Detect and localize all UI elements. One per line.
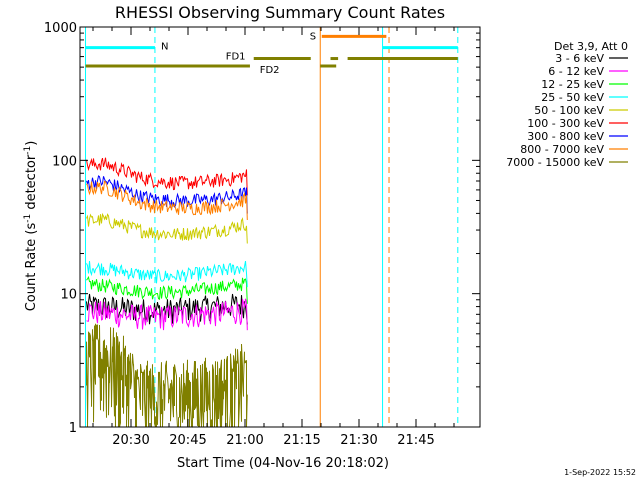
y-axis-title: Count Rate (s-1 detector-1)	[23, 141, 39, 312]
flag-label: N	[161, 42, 168, 53]
legend-title: Det 3,9, Att 0	[554, 40, 628, 53]
y-axis-title-sup: -1	[23, 146, 33, 155]
x-tick-label: 21:15	[283, 433, 320, 448]
y-tick-label: 1	[69, 421, 77, 436]
y-axis-title-part: detector	[24, 154, 39, 214]
flag-bars: N S FD1 FD2	[85, 31, 458, 76]
flag-label: FD1	[226, 52, 246, 63]
series-line	[86, 180, 248, 221]
series-line	[86, 260, 248, 288]
chart-title: RHESSI Observing Summary Count Rates	[115, 3, 445, 22]
series-line	[86, 275, 248, 304]
x-tick-label: 20:45	[169, 433, 206, 448]
x-axis: 20:30 20:45 21:00 21:15 21:30 21:45	[92, 27, 455, 448]
series-line	[86, 212, 248, 244]
series-line	[86, 157, 248, 196]
y-tick-label: 100	[52, 154, 77, 169]
legend-label: 6 - 12 keV	[548, 65, 604, 78]
y-axis-title-sup: -1	[23, 214, 33, 223]
legend-label: 12 - 25 keV	[541, 78, 604, 91]
legend-label: 800 - 7000 keV	[520, 143, 604, 156]
vertical-markers	[85, 27, 459, 427]
y-axis-title-part: Count Rate (s	[24, 223, 39, 312]
legend-label: 3 - 6 keV	[555, 52, 604, 65]
x-tick-label: 21:00	[226, 433, 263, 448]
series-line	[86, 293, 248, 325]
legend-label: 100 - 300 keV	[527, 117, 604, 130]
x-tick-label: 21:30	[340, 433, 377, 448]
plot-frame	[79, 26, 481, 428]
x-axis-title: Start Time (04-Nov-16 20:18:02)	[177, 456, 389, 471]
series-line	[86, 298, 248, 331]
series-line	[86, 323, 248, 428]
flag-label: S	[310, 31, 316, 42]
legend-label: 25 - 50 keV	[541, 91, 604, 104]
x-tick-label: 21:45	[397, 433, 434, 448]
legend-label: 300 - 800 keV	[527, 130, 604, 143]
y-axis: 1 10 100 1000	[44, 21, 480, 436]
flag-label: FD2	[260, 65, 280, 76]
series-line	[86, 175, 248, 214]
y-tick-label: 10	[60, 288, 77, 303]
y-axis-title-part: )	[24, 141, 39, 146]
x-tick-label: 20:30	[112, 433, 149, 448]
timestamp: 1-Sep-2022 15:52	[564, 468, 636, 477]
legend-label: 7000 - 15000 keV	[506, 156, 604, 169]
y-tick-label: 1000	[44, 21, 77, 36]
legend-label: 50 - 100 keV	[534, 104, 604, 117]
series-lines	[86, 157, 248, 428]
